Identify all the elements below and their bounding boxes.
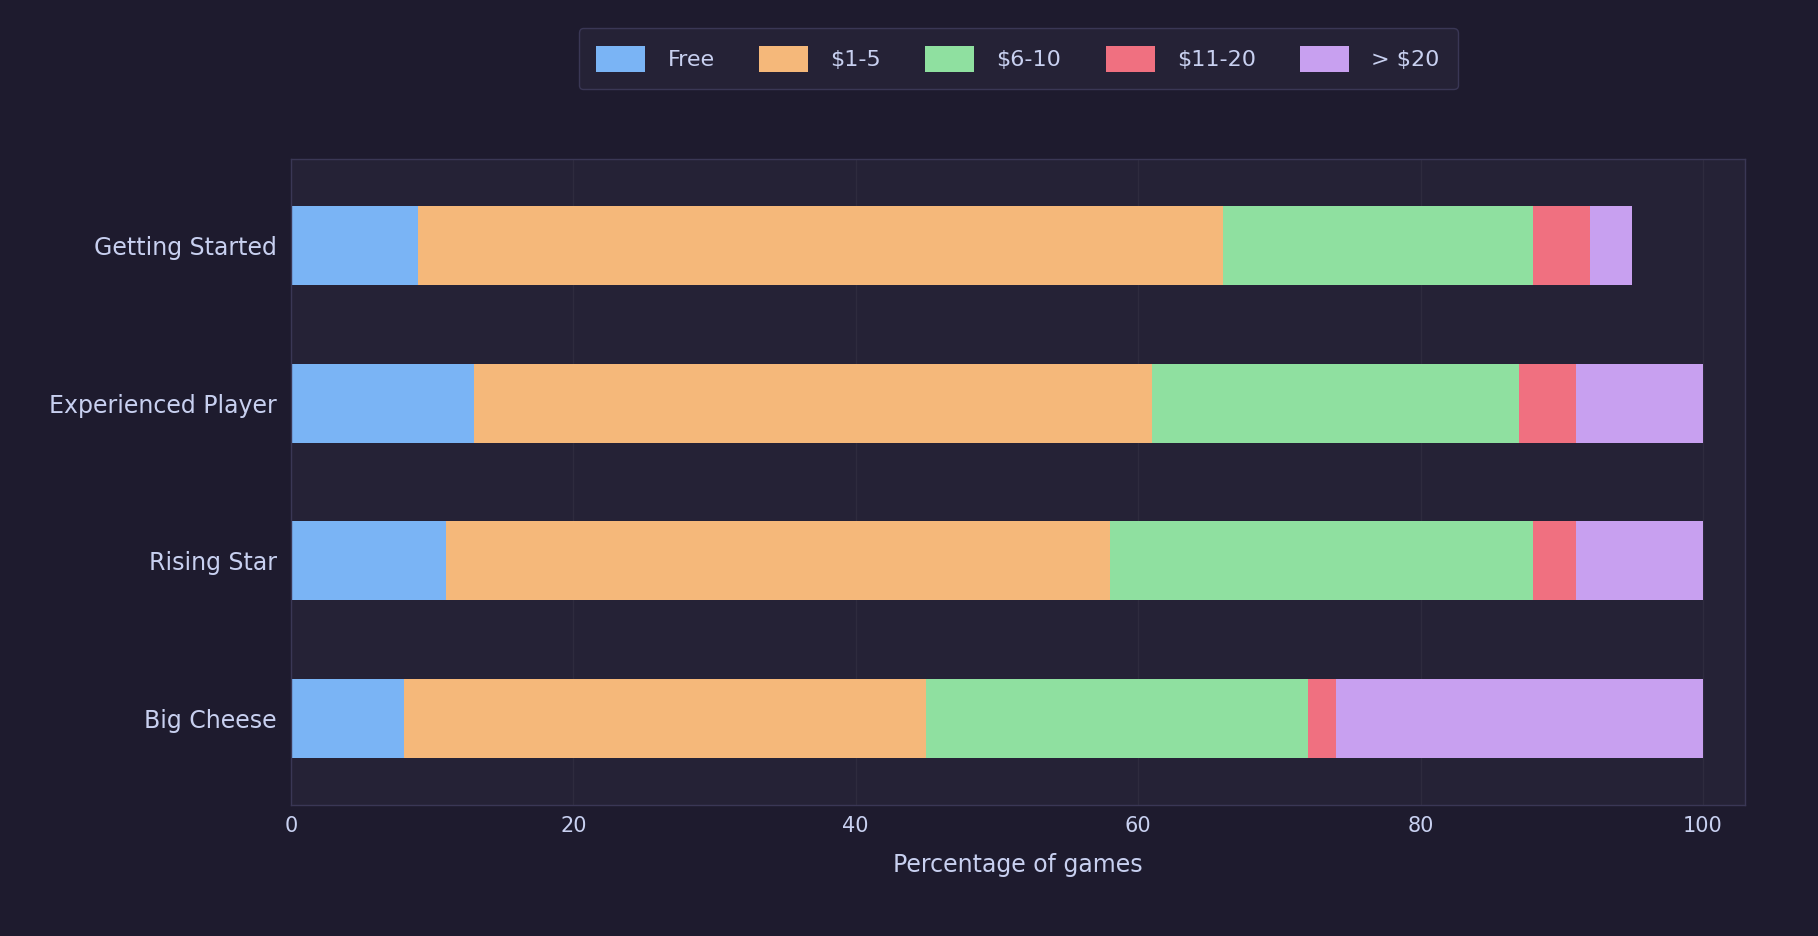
- Bar: [1109, 521, 1533, 600]
- Bar: [1576, 521, 1703, 600]
- Bar: [291, 206, 418, 285]
- Bar: [1520, 364, 1576, 443]
- Bar: [291, 521, 445, 600]
- X-axis label: Percentage of games: Percentage of games: [893, 853, 1144, 877]
- Bar: [1533, 521, 1576, 600]
- Bar: [445, 521, 1109, 600]
- Bar: [474, 364, 1153, 443]
- Bar: [404, 679, 927, 758]
- Bar: [291, 364, 474, 443]
- Bar: [291, 679, 404, 758]
- Bar: [927, 679, 1307, 758]
- Bar: [418, 206, 1224, 285]
- Bar: [1336, 679, 1703, 758]
- Bar: [1153, 364, 1520, 443]
- Bar: [1224, 206, 1533, 285]
- Bar: [1576, 364, 1703, 443]
- Bar: [1533, 206, 1591, 285]
- Legend: Free, $1-5, $6-10, $11-20, > $20: Free, $1-5, $6-10, $11-20, > $20: [578, 28, 1458, 89]
- Bar: [1307, 679, 1336, 758]
- Bar: [1591, 206, 1633, 285]
